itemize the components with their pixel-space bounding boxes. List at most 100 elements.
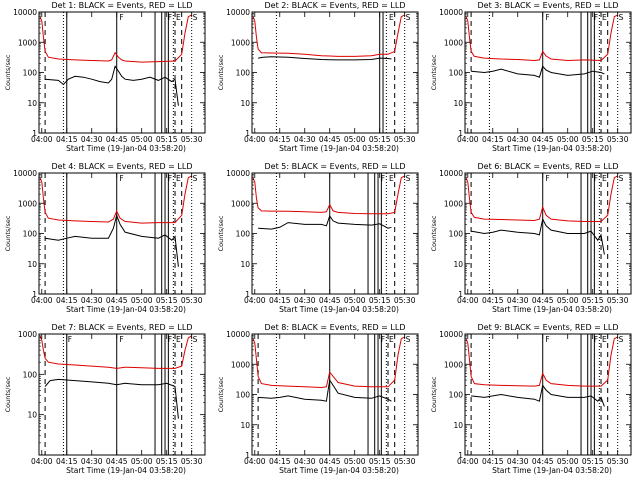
y-tick-label: 1: [32, 129, 37, 138]
series-line-events: [471, 65, 605, 78]
y-axis-label: Counts/sec: [430, 54, 438, 90]
y-tick-label: 1: [32, 290, 37, 299]
detector-panel-1: Det 1: BLACK = Events, RED = LLD F F E S 1 10 1…: [0, 0, 210, 160]
y-tick-label: 10: [27, 99, 37, 108]
x-tick-label: 04:00: [457, 296, 479, 305]
detector-panel-9: Det 9: BLACK = Events, RED = LLD F F E S 1 10 1…: [426, 322, 636, 482]
event-marker-label: S: [193, 13, 198, 22]
y-tick-label: 100: [23, 69, 38, 78]
y-axis-label: Counts/sec: [4, 215, 12, 251]
detector-panel-6: Det 6: BLACK = Events, RED = LLD F F E S 1 10 1…: [426, 161, 636, 321]
y-axis-label: Counts/sec: [4, 54, 12, 90]
x-tick-label: 05:15: [582, 296, 604, 305]
event-marker-label: E: [176, 13, 181, 22]
y-tick-label: 10000: [13, 8, 37, 17]
x-tick-label: 04:15: [269, 135, 291, 144]
x-axis-label: Start Time (19-Jan-04 03:58:20): [492, 144, 612, 153]
event-marker-label: F: [168, 174, 172, 183]
y-tick-label: 1000: [18, 38, 37, 47]
x-tick-label: 05:15: [156, 296, 178, 305]
chart-title: Det 1: BLACK = Events, RED = LLD: [52, 1, 193, 10]
event-marker-label: E: [389, 174, 394, 183]
x-tick-label: 05:30: [181, 457, 203, 466]
x-tick-label: 05:30: [607, 135, 629, 144]
y-tick-label: 10: [27, 411, 37, 420]
y-tick-label: 10: [240, 421, 250, 430]
event-marker-label: E: [389, 13, 394, 22]
series-line-events: [258, 214, 392, 230]
x-tick-label: 04:45: [532, 457, 554, 466]
detector-panel-3: Det 3: BLACK = Events, RED = LLD F F E S 1 10 1…: [426, 0, 636, 160]
x-tick-label: 04:45: [532, 135, 554, 144]
event-marker-label: S: [619, 335, 624, 344]
y-tick-label: 10000: [226, 8, 250, 17]
x-tick-label: 05:15: [582, 135, 604, 144]
series-line-lld: [465, 336, 618, 387]
event-marker-label: F: [594, 174, 598, 183]
event-marker-label: F: [119, 335, 123, 344]
chart-title: Det 9: BLACK = Events, RED = LLD: [478, 323, 619, 332]
y-tick-label: 100: [449, 230, 464, 239]
x-tick-label: 05:00: [344, 135, 366, 144]
event-marker-label: E: [389, 335, 394, 344]
x-tick-label: 05:00: [344, 296, 366, 305]
y-tick-label: 10: [240, 99, 250, 108]
x-tick-label: 04:45: [106, 296, 128, 305]
detector-panel-4: Det 4: BLACK = Events, RED = LLD F F E S 1 10 1…: [0, 161, 210, 321]
y-tick-label: 10000: [439, 330, 463, 339]
y-axis-label: Counts/sec: [217, 54, 225, 90]
detector-panel-8: Det 8: BLACK = Events, RED = LLD F E S 1 10 10…: [213, 322, 423, 482]
event-marker-label: S: [193, 335, 198, 344]
event-marker-label: E: [602, 13, 607, 22]
y-tick-label: 1: [245, 290, 250, 299]
x-axis-label: Start Time (19-Jan-04 03:58:20): [66, 305, 186, 314]
y-axis-label: Counts/sec: [217, 215, 225, 251]
y-axis-label: Counts/sec: [4, 376, 12, 412]
y-tick-label: 100: [236, 69, 251, 78]
x-tick-label: 05:00: [131, 457, 153, 466]
y-tick-label: 100: [449, 391, 464, 400]
x-tick-label: 05:00: [344, 457, 366, 466]
chart-title: Det 5: BLACK = Events, RED = LLD: [265, 162, 406, 171]
y-tick-label: 10: [27, 260, 37, 269]
series-line-lld: [39, 14, 192, 63]
series-line-events: [44, 378, 179, 419]
x-tick-label: 04:30: [81, 296, 103, 305]
x-axis-label: Start Time (19-Jan-04 03:58:20): [492, 305, 612, 314]
x-tick-label: 05:15: [156, 457, 178, 466]
x-tick-label: 04:30: [294, 135, 316, 144]
x-axis-label: Start Time (19-Jan-04 03:58:20): [279, 144, 399, 153]
y-tick-label: 10000: [439, 8, 463, 17]
series-line-lld: [252, 175, 405, 215]
y-axis-label: Counts/sec: [217, 376, 225, 412]
chart-title: Det 3: BLACK = Events, RED = LLD: [478, 1, 619, 10]
x-tick-label: 04:45: [532, 296, 554, 305]
y-tick-label: 1000: [18, 330, 37, 339]
x-tick-label: 04:15: [56, 457, 78, 466]
x-tick-label: 04:15: [482, 296, 504, 305]
x-tick-label: 05:15: [369, 457, 391, 466]
x-tick-label: 04:15: [56, 135, 78, 144]
x-tick-label: 05:00: [557, 296, 579, 305]
event-marker-label: S: [406, 335, 411, 344]
event-marker-label: F: [168, 13, 172, 22]
x-tick-label: 05:30: [181, 296, 203, 305]
detector-panel-5: Det 5: BLACK = Events, RED = LLD F E S 1 10 10…: [213, 161, 423, 321]
y-tick-label: 1000: [18, 199, 37, 208]
event-marker-label: F: [594, 13, 598, 22]
series-line-lld: [252, 336, 405, 389]
x-tick-label: 05:15: [582, 457, 604, 466]
series-line-events: [258, 378, 392, 402]
event-marker-label: F: [545, 335, 549, 344]
x-tick-label: 04:30: [81, 135, 103, 144]
event-marker-label: E: [176, 174, 181, 183]
x-tick-label: 05:30: [607, 296, 629, 305]
y-tick-label: 100: [236, 391, 251, 400]
event-marker-label: S: [406, 174, 411, 183]
x-tick-label: 04:00: [457, 457, 479, 466]
x-tick-label: 04:15: [269, 457, 291, 466]
x-tick-label: 04:00: [31, 296, 53, 305]
y-tick-label: 1000: [231, 360, 250, 369]
